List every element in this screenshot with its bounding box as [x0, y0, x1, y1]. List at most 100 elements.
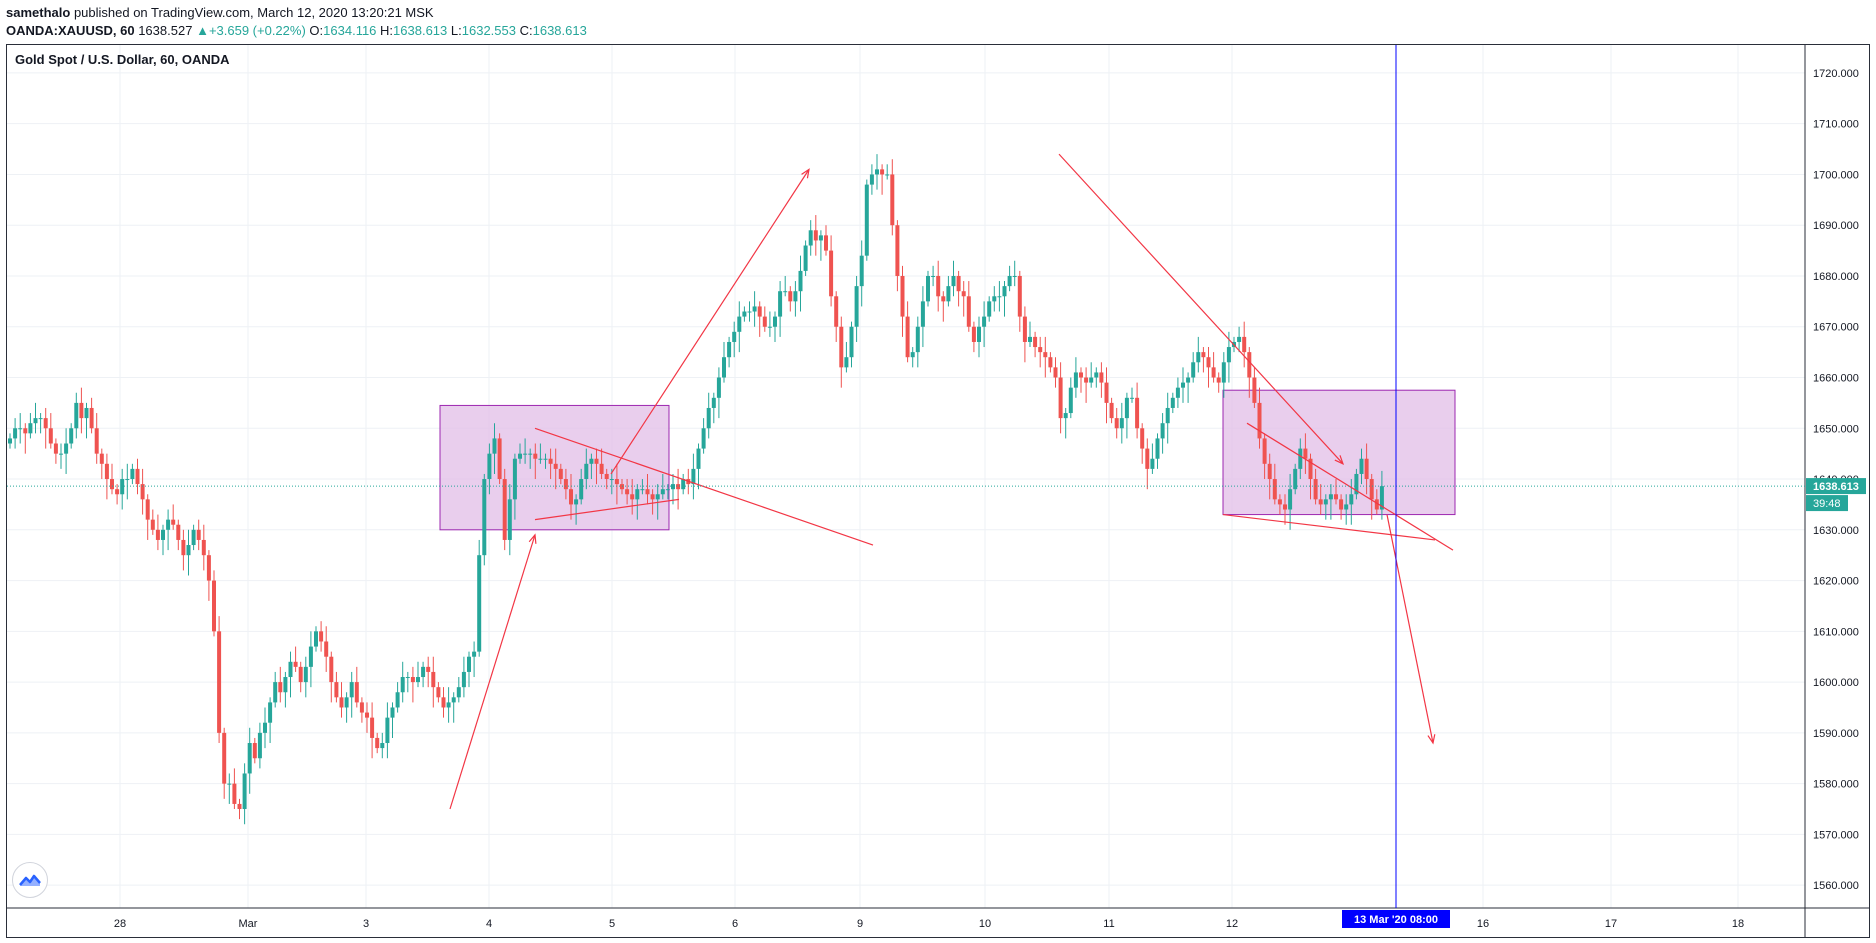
candle-body — [824, 235, 828, 251]
author-name[interactable]: samethalo — [6, 5, 71, 20]
candle-body — [589, 458, 594, 464]
candle-body — [1084, 377, 1089, 383]
candle-body — [1252, 377, 1257, 403]
candle-body — [339, 697, 344, 708]
candle-body — [1349, 494, 1354, 505]
candle-body — [426, 666, 431, 672]
cursor-date-label: 13 Mar '20 08:00 — [1354, 914, 1438, 926]
x-tick-label: 11 — [1103, 918, 1114, 930]
candle-body — [268, 702, 273, 723]
x-tick-label: 9 — [857, 918, 863, 930]
x-tick-label: 4 — [486, 918, 492, 930]
cursor-overlay: 13 Mar '20 08:00 1638.613 39:48 — [7, 45, 1866, 928]
candle-body — [461, 671, 466, 688]
cursor-date-label-bg — [1342, 910, 1450, 928]
low-value: 1632.553 — [461, 23, 516, 38]
candle-body — [1007, 275, 1012, 287]
candle-body — [288, 661, 293, 678]
candle-body — [859, 255, 864, 287]
arrow-head — [1427, 734, 1436, 745]
candle-body — [890, 174, 895, 226]
candle-body — [28, 423, 33, 434]
candle-body — [1155, 438, 1160, 459]
candle-body — [69, 428, 74, 444]
candle-body — [1119, 418, 1124, 429]
candle-body — [89, 407, 94, 429]
candle-body — [614, 479, 619, 485]
ohlc-legend: OANDA:XAUUSD, 60 1638.527 ▲+3.659 (+0.22… — [6, 22, 587, 40]
candle-body — [385, 717, 390, 744]
candle-body — [834, 296, 839, 327]
candle-body — [1079, 372, 1083, 378]
candle-body — [1099, 372, 1104, 383]
candle-body — [880, 169, 885, 175]
candle-body — [895, 225, 900, 276]
candle-body — [757, 306, 762, 317]
tradingview-logo-icon[interactable] — [12, 862, 48, 898]
x-tick-label: 16 — [1477, 918, 1489, 930]
candle-body — [523, 453, 528, 455]
candle-body — [1135, 397, 1140, 429]
candle-body — [665, 489, 670, 491]
y-tick-label: 1650.000 — [1813, 423, 1859, 435]
candle-body — [130, 468, 135, 480]
candle-body — [818, 235, 823, 241]
y-tick-label: 1570.000 — [1813, 829, 1859, 841]
candle-body — [329, 656, 334, 683]
candle-body — [711, 397, 716, 408]
candle-body — [997, 296, 1002, 298]
candle-body — [579, 479, 584, 500]
candle-body — [79, 402, 84, 419]
candle-body — [1237, 336, 1242, 342]
candle-body — [135, 468, 140, 485]
candle-body — [1364, 458, 1369, 480]
candle-body — [1313, 479, 1318, 500]
candle-body — [1247, 352, 1252, 378]
current-price-label: 1638.613 — [1813, 481, 1859, 493]
candle-body — [1130, 397, 1134, 399]
candle-body — [528, 453, 533, 455]
up-triangle-icon: ▲ — [196, 23, 209, 38]
candle-body — [936, 275, 941, 297]
candle-body — [543, 458, 548, 460]
candle-body — [467, 656, 471, 672]
candle-body — [1277, 499, 1282, 505]
candle-body — [905, 316, 910, 358]
candle-body — [727, 341, 732, 358]
candle-body — [1068, 387, 1073, 414]
arrow-head — [1334, 455, 1345, 465]
candle-body — [1344, 504, 1349, 510]
candle-body — [1114, 418, 1119, 429]
candle-body — [201, 539, 206, 556]
candle-body — [375, 737, 380, 749]
candle-body — [334, 682, 339, 698]
candle-body — [33, 418, 38, 424]
close-label: C: — [519, 23, 533, 38]
candle-body — [660, 489, 665, 495]
candle-body — [1109, 402, 1114, 419]
candle-body — [1216, 377, 1221, 383]
candle-body — [303, 666, 308, 683]
candle-body — [742, 311, 747, 317]
candle-body — [125, 479, 130, 481]
candle-body — [472, 651, 477, 657]
candle-body — [900, 275, 905, 317]
candle-body — [278, 682, 283, 693]
candle-body — [1354, 473, 1359, 495]
candle-body — [18, 428, 23, 430]
candle-body — [74, 402, 79, 429]
price-change: +3.659 (+0.22%) — [208, 23, 306, 38]
candle-body — [150, 519, 155, 530]
candle-body — [1175, 387, 1180, 398]
candle-body — [354, 682, 359, 703]
candle-body — [38, 418, 43, 420]
candle-body — [829, 250, 834, 297]
candle-body — [110, 479, 114, 490]
candle-body — [140, 484, 145, 500]
candle-body — [803, 245, 808, 271]
candle-body — [1206, 357, 1211, 368]
publish-info: samethalo published on TradingView.com, … — [6, 4, 434, 22]
candle-body — [400, 677, 405, 693]
candle-body — [431, 671, 436, 688]
